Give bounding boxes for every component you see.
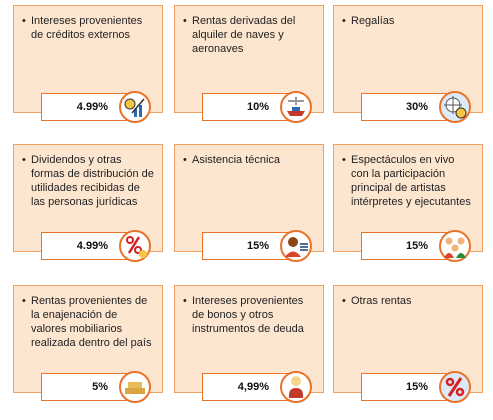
rate-value: 15% [405,240,428,252]
card-label: Intereses provenientes de bonos y otros … [183,294,315,336]
rate-value: 5% [92,381,108,393]
rate-value: 10% [246,101,269,113]
card-icon [280,91,312,123]
rate-box: 4.99% [41,93,137,121]
rate-value: 4.99% [76,240,108,252]
card-label: Intereses provenientes de créditos exter… [22,14,154,42]
card-icon [439,230,471,262]
card-label: Rentas derivadas del alquiler de naves y… [183,14,315,56]
card-label: Rentas provenientes de la enajenación de… [22,294,154,350]
card-label: Asistencia técnica [183,153,315,167]
rate-value: 4,99% [237,381,269,393]
card-label: Otras rentas [342,294,474,308]
card-icon [280,230,312,262]
card-icon [280,371,312,403]
card-label: Regalías [342,14,474,28]
card-icon [439,91,471,123]
card-label: Espectáculos en vivo con la participació… [342,153,474,209]
rate-value: 4.99% [76,101,108,113]
rate-value: 30% [405,101,428,113]
card-icon [439,371,471,403]
rate-value: 15% [246,240,269,252]
card-icon [119,230,151,262]
rate-box: 15% [361,373,457,401]
card-icon [119,91,151,123]
rate-value: 15% [405,381,428,393]
card-label: Dividendos y otras formas de distribució… [22,153,154,209]
card-icon [119,371,151,403]
